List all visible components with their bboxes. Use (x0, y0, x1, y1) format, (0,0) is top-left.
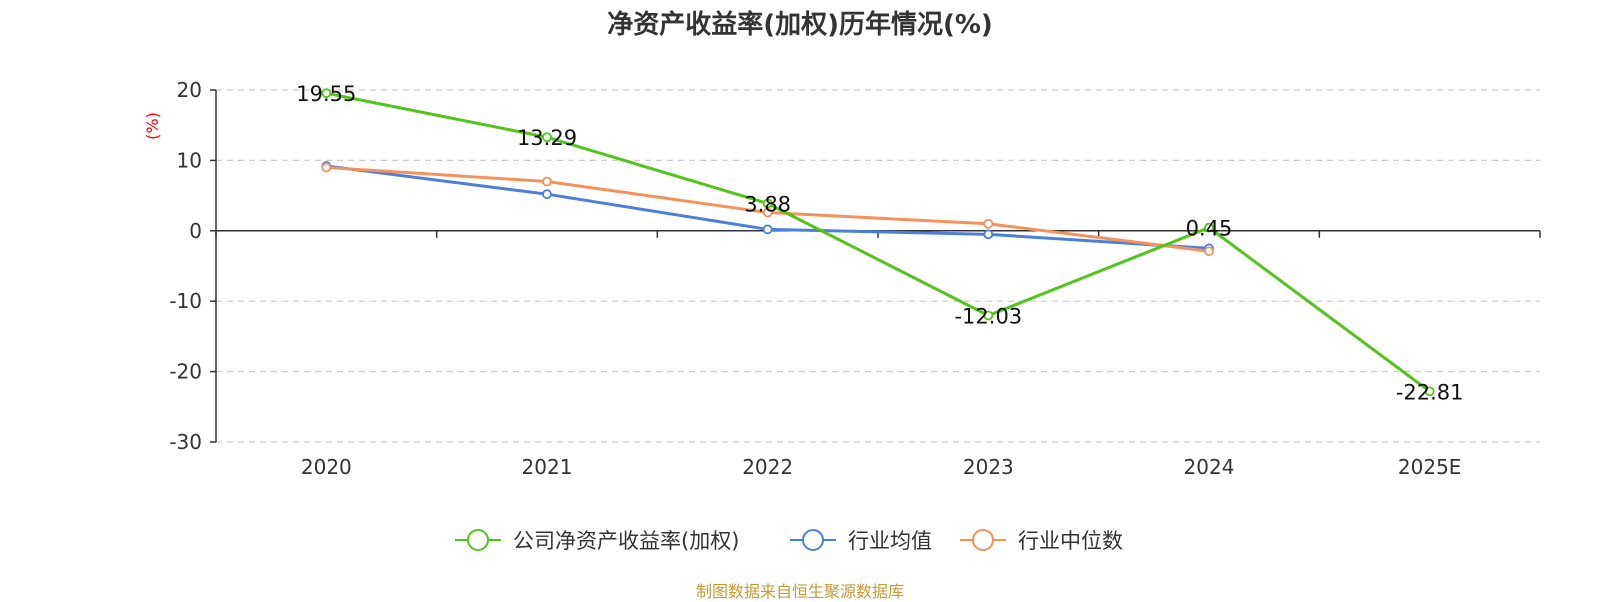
data-point (542, 132, 552, 143)
y-tick-label: 20 (177, 78, 202, 102)
data-point (321, 162, 332, 173)
axes: 20 10 0 -10 -20 -30 2020 2021 2022 2023 2024 2025E (… (143, 78, 1541, 479)
x-tick-label: 2020 (301, 455, 352, 479)
y-tick-label: -20 (169, 360, 202, 384)
legend-marker (467, 529, 489, 551)
legend-label: 行业中位数 (1018, 529, 1123, 553)
x-tick-label: 2025E (1398, 455, 1462, 479)
legend-label: 行业均值 (848, 529, 932, 553)
data-label: -12.03 (954, 304, 1022, 328)
series-line (326, 91, 1431, 393)
data-point (983, 229, 994, 240)
chart-title: 净资产收益率(加权)历年情况(%) (607, 10, 993, 40)
legend-marker (802, 529, 824, 551)
x-tick-label: 2024 (1184, 455, 1235, 479)
series-lines (321, 88, 1435, 397)
data-point (983, 310, 994, 321)
data-label: 19.55 (296, 82, 356, 106)
data-labels: 19.55 13.29 3.88 -12.03 0.45 -22.81 (296, 82, 1463, 404)
data-point (1204, 222, 1214, 233)
x-tick-label: 2022 (742, 455, 793, 479)
x-tick-label: 2023 (963, 455, 1014, 479)
data-point (983, 218, 994, 229)
data-point (762, 198, 773, 209)
y-tick-label: -10 (169, 289, 202, 313)
legend-marker (972, 529, 994, 551)
data-point (762, 224, 773, 235)
data-point (1424, 386, 1435, 397)
data-point (542, 176, 552, 187)
data-point (1204, 246, 1214, 257)
grid-lines (216, 89, 1540, 443)
data-point (762, 207, 773, 218)
data-label: 0.45 (1186, 217, 1233, 241)
y-axis-label: (%) (143, 112, 162, 140)
data-point (321, 88, 332, 99)
y-tick-label: 0 (189, 219, 202, 243)
legend: 公司净资产收益率(加权) 行业均值 行业中位数 (455, 529, 1123, 553)
y-tick-label: -30 (169, 430, 202, 454)
y-tick-label: 10 (177, 148, 202, 172)
data-label: 13.29 (517, 126, 577, 150)
source-note: 制图数据来自恒生聚源数据库 (695, 582, 904, 601)
data-point (542, 189, 552, 200)
data-label: -22.81 (1396, 380, 1464, 404)
legend-label: 公司净资产收益率(加权) (513, 529, 739, 553)
x-tick-label: 2021 (522, 455, 573, 479)
data-label: 3.88 (744, 192, 791, 216)
